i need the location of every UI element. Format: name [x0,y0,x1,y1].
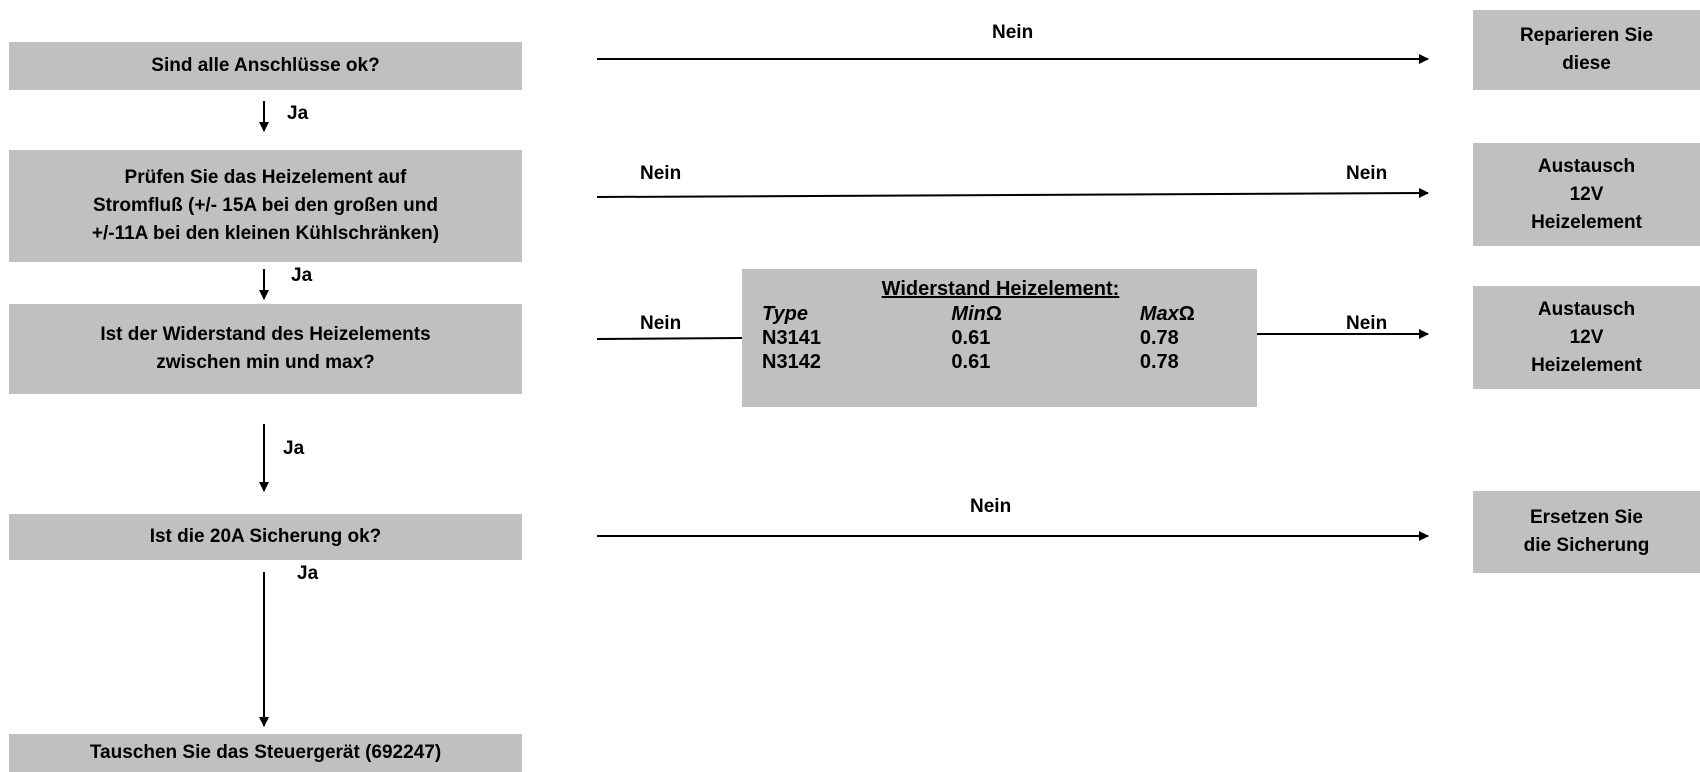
decision-text-line: zwischen min und max? [156,352,375,373]
decision-text: Sind alle Anschlüsse ok? [151,55,380,76]
action-text-line: Reparieren Sie [1519,25,1654,46]
final-box-replace-controller: Tauschen Sie das Steuergerät (692247) [9,734,522,772]
action-box-replace-fuse: Ersetzen Sie die Sicherung [1473,491,1700,573]
cell-type: N3141 [762,327,821,349]
cell-max: 0.78 [1139,351,1179,373]
no-label-2b: Nein [1346,163,1388,184]
yes-label-3: Ja [283,438,305,459]
cell-max: 0.78 [1139,327,1179,349]
action-text-line: Austausch [1537,298,1636,320]
decision-box-connections: Sind alle Anschlüsse ok? [9,42,522,90]
no-line-3a [596,337,743,340]
no-label-3a: Nein [640,313,682,334]
action-text-line: Austausch [1537,155,1636,177]
no-label-4: Nein [970,496,1012,517]
header-min: MinΩ [951,303,1002,325]
action-text-line: 12V [1569,326,1604,348]
action-text-line: die Sicherung [1523,535,1650,556]
header-max: MaxΩ [1139,303,1195,325]
decision-text-line: Ist der Widerstand des Heizelements [100,324,431,345]
decision-box-current-check: Prüfen Sie das Heizelement auf Stromfluß… [9,150,522,262]
action-text-line: 12V [1569,183,1604,205]
resistance-table: Widerstand Heizelement: Type MinΩ MaxΩ N… [742,269,1257,407]
decision-text-line: Prüfen Sie das Heizelement auf [124,167,407,188]
resistance-table-title: Widerstand Heizelement: [881,278,1120,300]
action-text-line: diese [1562,53,1611,74]
action-box-repair: Reparieren Sie diese [1473,10,1700,90]
final-text: Tauschen Sie das Steuergerät (692247) [89,742,442,763]
action-box-replace-heater-2: Austausch 12V Heizelement [1473,286,1700,389]
no-label-3b: Nein [1346,313,1388,334]
cell-min: 0.61 [951,327,991,349]
decision-box-resistance: Ist der Widerstand des Heizelements zwis… [9,304,522,394]
action-text-line: Ersetzen Sie [1529,507,1643,528]
decision-text: Ist die 20A Sicherung ok? [149,526,382,547]
header-type: Type [762,303,808,325]
no-label-1: Nein [992,22,1034,43]
table-row: N3142 0.61 0.78 [762,350,1239,374]
action-text-line: Heizelement [1531,354,1642,376]
resistance-table-header: Type MinΩ MaxΩ [762,302,1239,326]
decision-box-fuse: Ist die 20A Sicherung ok? [9,514,522,560]
action-box-replace-heater-1: Austausch 12V Heizelement [1473,143,1700,246]
no-label-2a: Nein [640,163,682,184]
cell-min: 0.61 [951,351,991,373]
decision-text-line: +/-11A bei den kleinen Kühlschränken) [91,223,440,244]
table-row: N3141 0.61 0.78 [762,326,1239,350]
decision-text-line: Stromfluß (+/- 15A bei den großen und [93,195,438,216]
action-text-line: Heizelement [1531,211,1642,233]
yes-label-1: Ja [287,103,309,124]
no-arrow-2 [596,188,1429,199]
cell-type: N3142 [762,351,821,373]
yes-label-2: Ja [291,265,313,286]
yes-label-4: Ja [297,563,319,584]
